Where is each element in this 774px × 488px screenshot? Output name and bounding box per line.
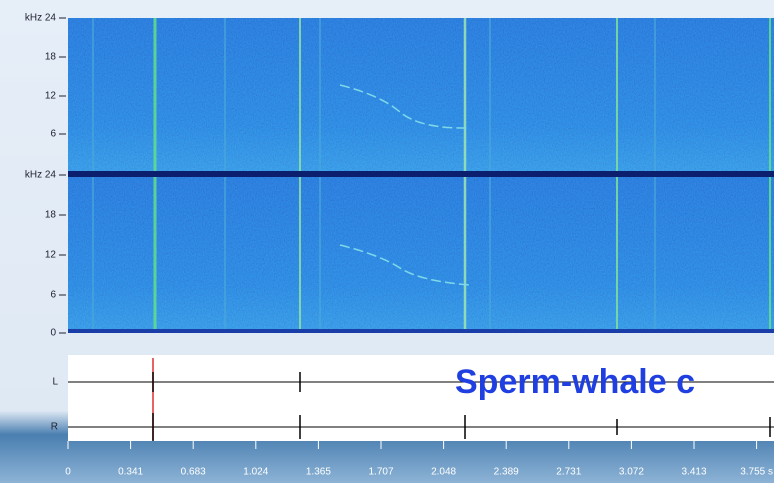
click (654, 18, 656, 171)
tone-lower (339, 244, 471, 286)
time-label: 3.755 s (740, 467, 773, 478)
click (153, 18, 157, 171)
tone-upper (339, 84, 471, 129)
click (224, 177, 226, 329)
lower-noise (68, 176, 774, 332)
y-axis-label: 12 (45, 91, 57, 102)
overlay-title: Sperm-whale c (455, 363, 695, 401)
time-label: 0 (65, 467, 71, 478)
time-label: 3.072 (619, 467, 644, 478)
channel-label: L (52, 377, 58, 388)
y-axis-label: kHz 24 (25, 170, 57, 181)
click (654, 177, 656, 329)
spectrogram (68, 18, 774, 333)
click (92, 177, 94, 329)
click (319, 177, 321, 329)
y-axis-label: 6 (50, 290, 56, 301)
click (299, 177, 301, 329)
click (489, 18, 491, 171)
click (769, 177, 771, 329)
time-label: 1.024 (243, 467, 268, 478)
time-label: 3.413 (681, 467, 706, 478)
click (769, 18, 771, 171)
click (92, 18, 94, 171)
click (463, 177, 467, 329)
divider (68, 171, 774, 177)
time-label: 2.389 (494, 467, 519, 478)
click (319, 18, 321, 171)
y-axis-label: kHz 24 (25, 13, 57, 24)
click (616, 177, 618, 329)
channel-label: R (51, 422, 58, 433)
click (463, 18, 467, 171)
y-axis-label: 18 (45, 210, 57, 221)
y-axis-label: 18 (45, 52, 57, 63)
clicks (92, 18, 771, 329)
click (489, 177, 491, 329)
y-axis-label: 12 (45, 250, 57, 261)
click (616, 18, 618, 171)
time-label: 0.683 (181, 467, 206, 478)
time-label: 1.365 (306, 467, 331, 478)
spikes (152, 372, 771, 441)
y-axis-label: 6 (50, 129, 56, 140)
bottom-band (68, 329, 774, 333)
time-label: 1.707 (368, 467, 393, 478)
waveform (68, 355, 774, 441)
time-label: 0.341 (118, 467, 143, 478)
y-axis-label: 0 (50, 328, 56, 339)
time-label: 2.731 (556, 467, 581, 478)
click (299, 18, 301, 171)
click (153, 177, 157, 329)
time-label: 2.048 (431, 467, 456, 478)
click (224, 18, 226, 171)
upper-noise (68, 18, 774, 172)
